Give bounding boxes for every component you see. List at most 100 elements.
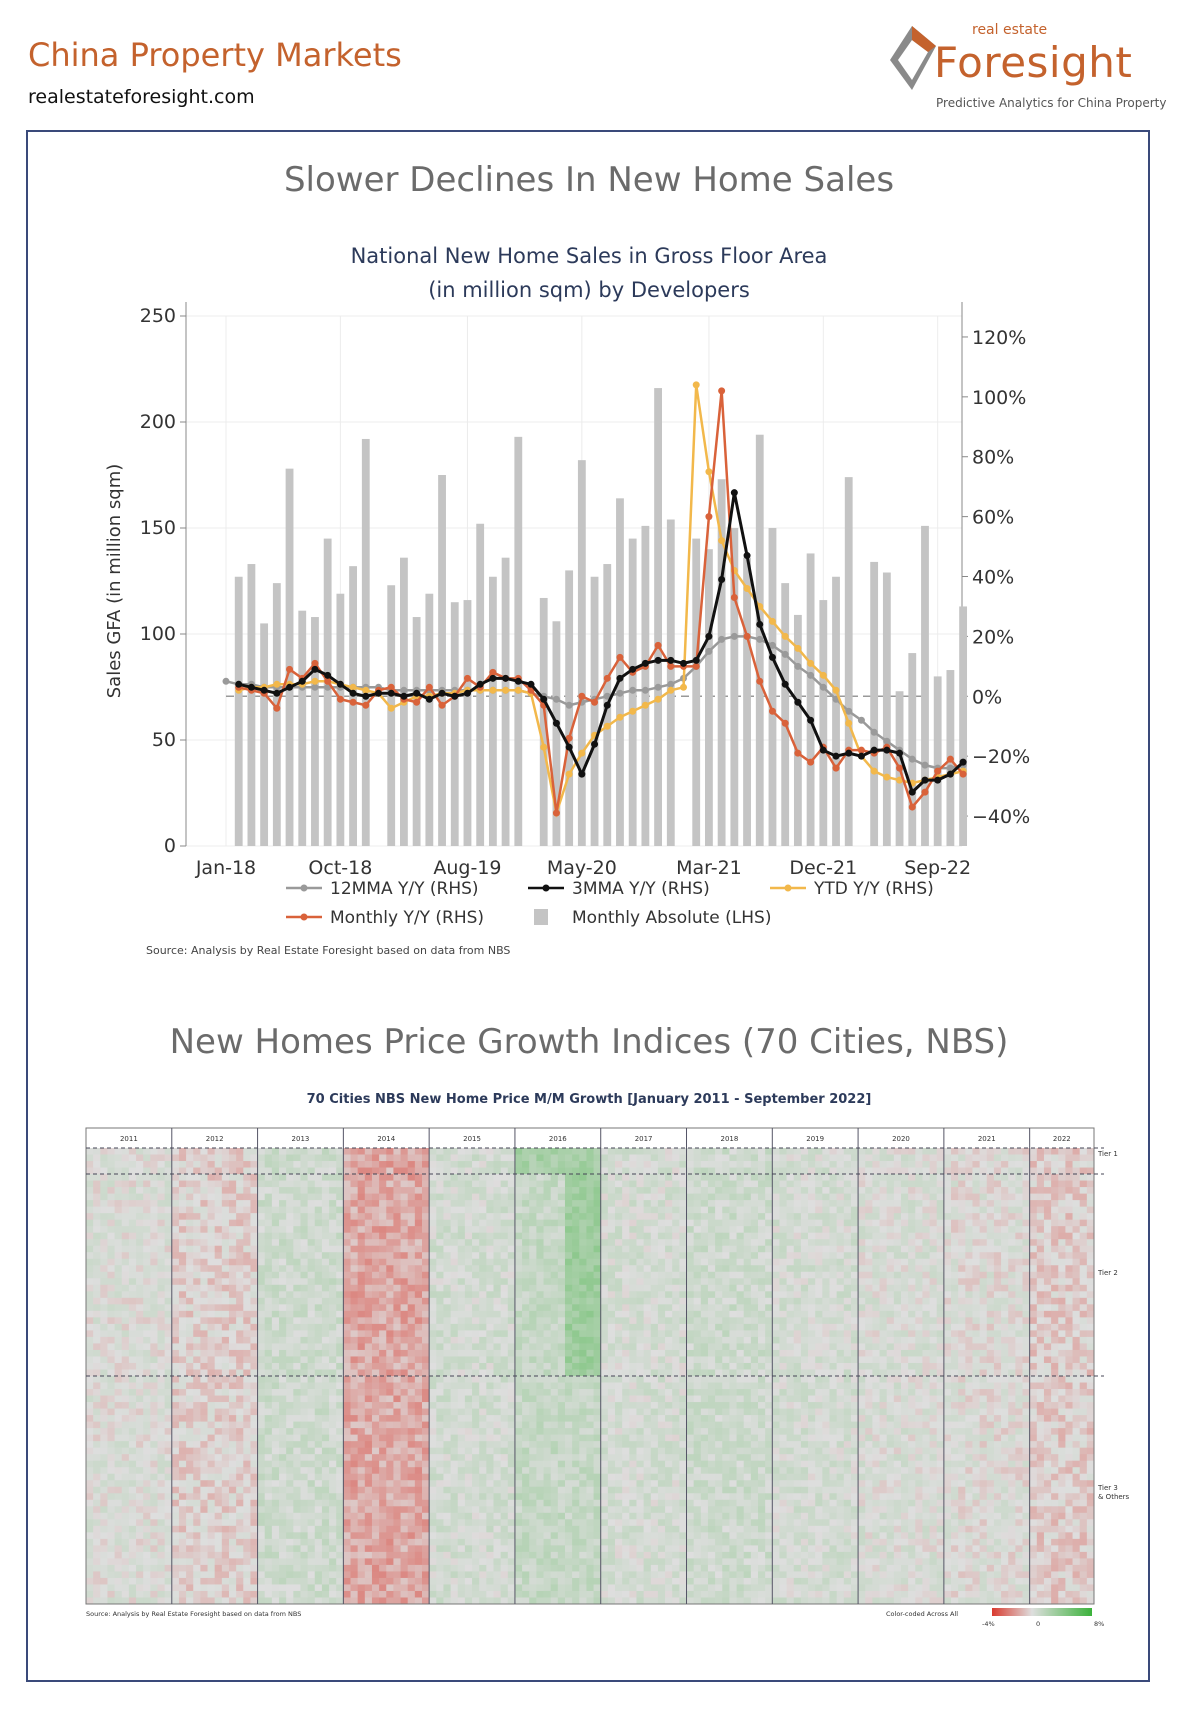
heatmap-cell — [808, 1258, 816, 1266]
heatmap-cell — [1079, 1297, 1088, 1305]
heatmap-cell — [572, 1213, 580, 1221]
heatmap-cell — [693, 1265, 702, 1273]
monthly-yoy-point — [324, 677, 332, 685]
heatmap-cell — [958, 1349, 966, 1357]
sales-bar — [247, 564, 256, 846]
heatmap-cell — [429, 1219, 437, 1227]
heatmap-cell — [643, 1148, 652, 1155]
heatmap-cell — [450, 1310, 459, 1318]
heatmap-cell — [622, 1258, 630, 1266]
heatmap-cell — [214, 1252, 223, 1260]
heatmap-cell — [858, 1330, 866, 1338]
heatmap-cell — [1058, 1278, 1066, 1286]
ytd-point — [654, 695, 662, 703]
heatmap-cell — [793, 1258, 802, 1266]
heatmap-cell — [979, 1278, 988, 1286]
heatmap-cell — [665, 1343, 673, 1351]
heatmap-cell — [371, 1245, 380, 1253]
heatmap-cell — [615, 1297, 623, 1305]
heatmap-cell — [307, 1297, 316, 1305]
heatmap-cell — [958, 1213, 966, 1221]
ma12-point — [565, 701, 573, 709]
heatmap-cell — [615, 1226, 623, 1234]
heatmap-cell — [829, 1219, 838, 1227]
heatmap-cell — [829, 1323, 838, 1331]
heatmap-cell — [121, 1284, 130, 1292]
heatmap-cell — [629, 1330, 637, 1338]
ma3-point — [629, 665, 637, 673]
heatmap-cell — [908, 1317, 916, 1325]
heatmap-cell — [164, 1356, 173, 1364]
heatmap-cell — [293, 1323, 301, 1331]
heatmap-cell — [972, 1265, 981, 1273]
heatmap-cell — [1029, 1167, 1038, 1175]
heatmap-cell — [1015, 1252, 1023, 1260]
y2-tick-label: 0% — [972, 686, 1002, 708]
heatmap-cell — [178, 1200, 187, 1208]
heatmap-cell — [715, 1200, 723, 1208]
ytd-point — [502, 686, 510, 694]
heatmap-cell — [307, 1323, 316, 1331]
heatmap-cell — [572, 1284, 580, 1292]
heatmap-cell — [1001, 1226, 1009, 1234]
ma12-point — [845, 707, 853, 715]
heatmap-cell — [1022, 1310, 1031, 1318]
heatmap-cell — [593, 1297, 602, 1305]
heatmap-cell — [572, 1265, 580, 1273]
heatmap-cell — [193, 1271, 201, 1279]
heatmap-cell — [1029, 1317, 1038, 1325]
heatmap-cell — [264, 1193, 273, 1201]
ytd-point — [578, 749, 586, 757]
heatmap-cell — [951, 1336, 959, 1344]
heatmap-cell — [922, 1180, 930, 1188]
heatmap-cell — [1015, 1349, 1023, 1357]
heatmap-cell — [886, 1265, 895, 1273]
heatmap-cell — [579, 1226, 587, 1234]
heatmap-cell — [279, 1187, 287, 1194]
heatmap-cell — [157, 1200, 166, 1208]
heatmap-cell — [507, 1187, 516, 1194]
heatmap-cell — [350, 1226, 359, 1234]
header-url[interactable]: realestateforesight.com — [28, 86, 255, 108]
heatmap-cell — [572, 1336, 580, 1344]
heatmap-cell — [193, 1174, 201, 1181]
heatmap-cell — [479, 1206, 487, 1214]
heatmap-cell — [321, 1317, 330, 1325]
heatmap-cell — [600, 1336, 609, 1344]
heatmap-cell — [572, 1167, 580, 1175]
heatmap-cell — [1072, 1148, 1081, 1155]
heatmap-cell — [243, 1232, 251, 1240]
heatmap-cell — [707, 1213, 716, 1221]
heatmap-cell — [86, 1336, 94, 1344]
heatmap-cell — [1043, 1297, 1052, 1305]
heatmap-cell — [550, 1304, 559, 1312]
heatmap-cell — [693, 1148, 702, 1155]
heatmap-cell — [1086, 1232, 1095, 1240]
heatmap-cell — [657, 1271, 666, 1279]
heatmap-cell — [572, 1206, 580, 1214]
heatmap-cell — [243, 1310, 251, 1318]
heatmap-cell — [443, 1349, 451, 1357]
x-tick-label: Oct-18 — [308, 857, 372, 879]
heatmap-cell — [257, 1213, 266, 1221]
heatmap-cell — [858, 1174, 866, 1181]
heatmap-cell — [700, 1193, 709, 1201]
heatmap-cell — [786, 1206, 795, 1214]
heatmap-cell — [879, 1336, 888, 1344]
heatmap-cell — [750, 1278, 759, 1286]
heatmap-cell — [743, 1154, 752, 1162]
heatmap-cell — [843, 1148, 852, 1155]
heatmap-cell — [357, 1213, 366, 1221]
heatmap-cell — [464, 1271, 473, 1279]
heatmap-cell — [350, 1219, 359, 1227]
heatmap-cell — [815, 1193, 823, 1201]
heatmap-cell — [472, 1304, 480, 1312]
heatmap-cell — [557, 1167, 566, 1175]
heatmap-cell — [572, 1239, 580, 1247]
heatmap-cell — [386, 1304, 394, 1312]
heatmap-cell — [307, 1284, 316, 1292]
heatmap-cell — [371, 1206, 380, 1214]
heatmap-cell — [450, 1271, 459, 1279]
heatmap-cell — [1036, 1317, 1045, 1325]
heatmap-cell — [371, 1200, 380, 1208]
